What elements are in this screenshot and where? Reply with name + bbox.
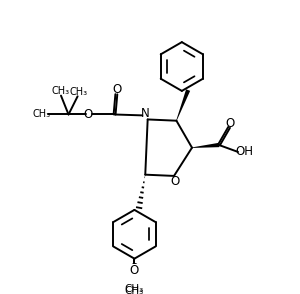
Text: O: O [83,108,92,121]
Polygon shape [192,143,219,148]
Text: O: O [170,176,180,188]
Text: OH: OH [236,145,254,158]
Text: O: O [112,83,121,96]
Text: CH₃: CH₃ [32,109,50,119]
Text: O: O [130,262,139,275]
Text: CH₃: CH₃ [125,284,144,294]
Text: N: N [141,107,150,120]
Text: O: O [226,116,235,130]
Text: CH₃: CH₃ [125,286,144,294]
Text: O: O [130,264,139,277]
Polygon shape [176,89,190,121]
Text: CH₃: CH₃ [70,87,88,97]
Text: CH₃: CH₃ [51,86,70,96]
